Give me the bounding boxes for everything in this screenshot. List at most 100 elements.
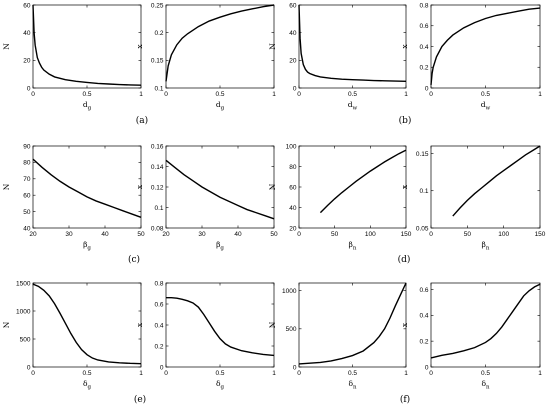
x-tick-label: 50 — [331, 231, 339, 238]
x-tick-label: 100 — [365, 231, 376, 238]
y-tick-label: 20 — [289, 58, 297, 65]
y-tick-label: 100 — [286, 143, 297, 150]
plot-panel-8: 0 50 100 150 0.05 0.1 0.15 βn x — [400, 145, 546, 252]
x-tick-label: 0 — [31, 370, 35, 377]
y-tick-label: 0 — [27, 85, 31, 92]
y-tick-label: 0.15 — [151, 58, 164, 65]
x-tick-label: 0 — [429, 91, 433, 98]
y-tick-label: 500 — [286, 326, 297, 333]
y-axis-label: N — [2, 43, 11, 50]
x-tick-label: 0 — [164, 91, 168, 98]
plot-panel-5: 20 30 40 50 40 50 60 70 80 90 βg N — [2, 143, 145, 251]
series-line — [32, 4, 142, 86]
series-line — [298, 282, 407, 365]
series-line — [165, 4, 275, 82]
x-tick-label: 150 — [401, 231, 412, 238]
y-tick-label: 60 — [23, 2, 31, 9]
y-tick-label: 0.6 — [154, 301, 163, 308]
x-tick-label: 20 — [29, 231, 37, 238]
y-axis-label: x — [135, 322, 144, 327]
x-axis-label: dg — [216, 100, 225, 112]
y-tick-label: 20 — [23, 58, 31, 65]
x-tick-label: 1 — [139, 91, 143, 98]
y-axis-label: N — [268, 183, 277, 190]
y-axis-label: x — [400, 184, 409, 189]
plot-panel-12: 0 0.5 1 0 0.2 0.4 0.6 δn x — [400, 282, 542, 391]
y-tick-label: 0.2 — [154, 343, 163, 350]
plot-panel-9: 0 0.5 1 0 500 1000 1500 δg N — [2, 280, 143, 390]
x-axis-label: dg — [83, 100, 92, 112]
plot-panel-11: 0 0.5 1 0 500 1000 δn N — [268, 282, 408, 391]
series-line — [298, 4, 407, 83]
y-tick-label: 80 — [23, 160, 31, 167]
x-tick-label: 1 — [538, 91, 542, 98]
series-line — [430, 283, 541, 359]
x-tick-label: 150 — [535, 231, 546, 238]
x-axis-label: βg — [83, 240, 91, 252]
x-tick-label: 0 — [297, 91, 301, 98]
x-axis-label: βg — [216, 240, 224, 252]
y-tick-label: 60 — [23, 193, 31, 200]
series-line — [32, 283, 142, 365]
x-tick-label: 30 — [198, 231, 206, 238]
y-tick-label: 50 — [23, 209, 31, 216]
x-tick-label: 0.5 — [481, 91, 490, 98]
x-tick-label: 1 — [272, 91, 276, 98]
panel-label-a: (a) — [136, 115, 148, 126]
series-line — [32, 158, 142, 218]
x-tick-label: 100 — [498, 231, 509, 238]
x-axis-label: βn — [349, 240, 357, 252]
x-tick-label: 1 — [404, 91, 408, 98]
axes-frame — [32, 145, 142, 229]
y-tick-label: 20 — [289, 225, 297, 232]
x-axis-label: dw — [481, 100, 491, 112]
plot-panel-3: 0 0.5 1 0 20 40 60 dw N — [268, 2, 408, 111]
y-tick-label: 0.6 — [419, 287, 428, 294]
plot-panel-4: 0 0.5 1 0 0.2 0.4 0.6 0.8 dw x — [400, 2, 542, 111]
x-tick-label: 1 — [139, 370, 143, 377]
y-axis-label: x — [400, 44, 409, 49]
y-tick-label: 0.12 — [151, 184, 164, 191]
x-axis-label: δg — [216, 379, 225, 391]
x-tick-label: 0 — [297, 231, 301, 238]
series-line — [452, 145, 541, 217]
panel-label-b: (b) — [399, 115, 412, 126]
x-tick-label: 0.5 — [215, 370, 224, 377]
x-tick-label: 50 — [464, 231, 472, 238]
y-tick-label: 0.1 — [419, 188, 428, 195]
axes-frame — [165, 282, 275, 368]
y-tick-label: 0.1 — [154, 205, 163, 212]
x-tick-label: 0 — [297, 370, 301, 377]
y-tick-label: 0.4 — [154, 322, 163, 329]
y-tick-label: 0.08 — [151, 225, 164, 232]
x-tick-label: 0.5 — [348, 370, 357, 377]
y-axis-label: N — [268, 43, 277, 50]
y-tick-label: 0 — [293, 364, 297, 371]
series-line — [165, 159, 275, 220]
y-axis-label: x — [135, 184, 144, 189]
x-tick-label: 1 — [272, 370, 276, 377]
y-tick-label: 60 — [289, 2, 297, 9]
y-tick-label: 0 — [425, 85, 429, 92]
y-tick-label: 70 — [23, 176, 31, 183]
y-tick-label: 0.25 — [151, 2, 164, 9]
plot-panel-6: 20 30 40 50 0.08 0.1 0.12 0.14 0.16 βg x — [135, 143, 278, 251]
y-tick-label: 0.2 — [154, 30, 163, 37]
y-tick-label: 1000 — [282, 288, 297, 295]
x-tick-label: 0.5 — [215, 91, 224, 98]
series-line — [319, 149, 407, 214]
y-tick-label: 1500 — [16, 280, 31, 287]
y-tick-label: 40 — [289, 30, 297, 37]
x-tick-label: 40 — [101, 231, 109, 238]
axes-frame — [165, 145, 275, 229]
plot-panel-10: 0 0.5 1 0 0.2 0.4 0.6 0.8 δg x — [135, 280, 276, 390]
y-tick-label: 0.16 — [151, 143, 164, 150]
panel-label-e: (e) — [134, 394, 146, 405]
y-axis-label: N — [2, 321, 11, 328]
panel-label-f: (f) — [400, 394, 410, 405]
y-tick-label: 80 — [289, 164, 297, 171]
y-tick-label: 60 — [289, 184, 297, 191]
x-tick-label: 30 — [65, 231, 73, 238]
x-tick-label: 0.5 — [82, 370, 91, 377]
